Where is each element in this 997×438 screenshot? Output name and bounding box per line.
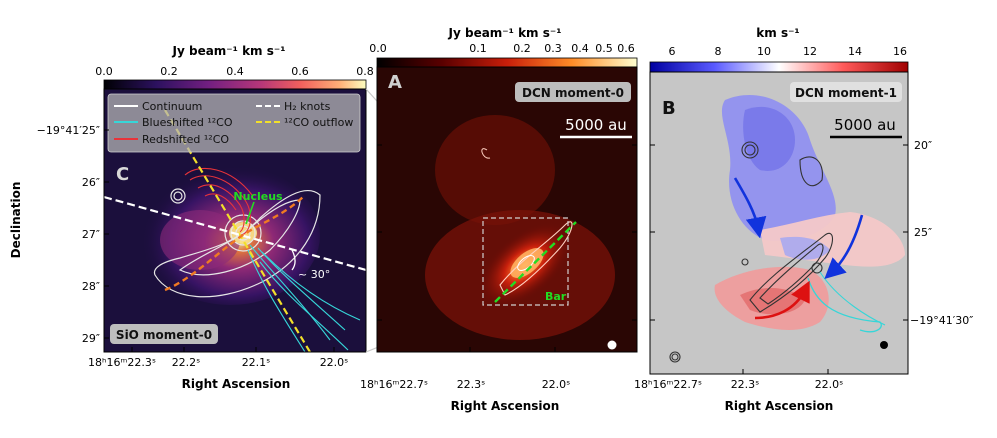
panel-b-xlabel: Right Ascension: [725, 399, 834, 413]
panel-b-cbar-tick-1: 8: [715, 45, 722, 58]
panel-a-cbar-tick-4: 0.4: [571, 42, 589, 55]
panel-c-xtick-0: 18ʰ16ᵐ22.3ˢ: [88, 356, 156, 369]
panel-a-scalebar-label: 5000 au: [565, 116, 627, 134]
panel-b-contours: [669, 141, 834, 363]
panel-c-cbar-tick-4: 0.8: [356, 65, 374, 78]
panel-c-badge-text: SiO moment-0: [116, 328, 212, 342]
panel-b-badge: [790, 82, 902, 102]
panel-b-cbar-tick-5: 16: [893, 45, 907, 58]
panel-a-badge-text: DCN moment-0: [522, 86, 624, 100]
sio-ridge: [164, 194, 306, 292]
panel-a-letter: A: [388, 72, 402, 93]
nucleus-label: Nucleus: [233, 190, 283, 203]
panel-b-xtick-2: 22.0ˢ: [815, 378, 844, 391]
legend-redshifted: Redshifted ¹²CO: [142, 133, 229, 146]
legend-blueshifted: Blueshifted ¹²CO: [142, 116, 233, 129]
h2-knots-axis: [104, 195, 366, 272]
panel-c-cbar-tick-2: 0.4: [226, 65, 244, 78]
panel-b-badge-text: DCN moment-1: [795, 86, 897, 100]
panel-b-xtick-0: 18ʰ16ᵐ22.7ˢ: [634, 378, 702, 391]
panel-b-cbar-tick-0: 6: [669, 45, 676, 58]
panel-a-beam: [607, 340, 617, 350]
panel-c-xlabel: Right Ascension: [182, 377, 291, 391]
panel-c-cbar-tick-3: 0.6: [291, 65, 309, 78]
panel-c-cbar-tick-0: 0.0: [95, 65, 113, 78]
panel-b-colorbar-label: km s⁻¹: [756, 26, 799, 40]
panel-a-bar-line: [494, 221, 577, 303]
panel-a-xlabel: Right Ascension: [451, 399, 560, 413]
panel-b-scalebar-label: 5000 au: [834, 116, 896, 134]
panel-c-xtick-3: 22.0ˢ: [320, 356, 349, 369]
panel-a-xtick-0: 18ʰ16ᵐ22.7ˢ: [360, 378, 428, 391]
panel-c-ytick-0: −19°41′25″: [37, 124, 100, 137]
panel-b-colorbar: [649, 61, 909, 73]
blueshifted-contours: [247, 244, 361, 352]
legend-outflow: ¹²CO outflow: [284, 116, 353, 129]
panel-a-badge: [515, 82, 631, 102]
panel-a-cbar-tick-6: 0.6: [617, 42, 635, 55]
panel-b-letter: B: [662, 98, 676, 119]
legend-continuum: Continuum: [142, 100, 202, 113]
legend-h2-knots: H₂ knots: [284, 100, 331, 113]
nucleus-arrow: [245, 201, 255, 225]
panel-a: Jy beam⁻¹ km s⁻¹ 0.0 0.1 0.2 0.3 0.4 0.5…: [360, 26, 638, 413]
angle-label: ~ 30°: [298, 268, 330, 281]
panel-b-cbar-tick-4: 14: [848, 45, 862, 58]
panel-c: Jy beam⁻¹ km s⁻¹ 0.0 0.2 0.4 0.6 0.8: [9, 44, 374, 391]
panel-b-ytick-0: 20″: [914, 139, 932, 152]
panel-b-blue-arrow-right: [824, 214, 864, 280]
panel-a-xtick-2: 22.0ˢ: [542, 378, 571, 391]
panel-b-ytick-1: 25″: [914, 226, 932, 239]
panel-a-colorbar-label: Jy beam⁻¹ km s⁻¹: [448, 26, 562, 40]
panel-b-ytick-2: −19°41′30″: [910, 314, 973, 327]
panel-c-ylabel: Declination: [9, 182, 23, 259]
redshifted-contours: [184, 167, 253, 236]
panel-c-ytick-4: 29″: [82, 332, 100, 345]
panel-b-cbar-tick-3: 12: [803, 45, 817, 58]
panel-b-beam: [880, 341, 888, 349]
panel-a-bar-label: Bar: [545, 290, 567, 303]
panel-c-ytick-2: 27″: [82, 228, 100, 241]
panel-a-cbar-tick-0: 0.0: [369, 42, 387, 55]
panel-a-cbar-tick-5: 0.5: [595, 42, 613, 55]
panel-c-cbar-tick-1: 0.2: [160, 65, 178, 78]
panel-a-cbar-tick-1: 0.1: [469, 42, 487, 55]
panel-b-cbar-tick-2: 10: [757, 45, 771, 58]
panel-c-ytick-1: 26″: [82, 176, 100, 189]
panel-c-letter: C: [116, 164, 129, 185]
panel-c-xtick-1: 22.2ˢ: [172, 356, 201, 369]
panel-b: km s⁻¹ 6 8 10 12 14 16: [634, 26, 973, 413]
panel-c-colorbar-label: Jy beam⁻¹ km s⁻¹: [172, 44, 286, 58]
panel-a-cbar-tick-3: 0.3: [544, 42, 562, 55]
angle-arc: [291, 249, 296, 271]
panel-c-colorbar: [103, 79, 367, 90]
panel-c-badge: [110, 324, 218, 344]
panel-c-xtick-2: 22.1ˢ: [242, 356, 271, 369]
panel-a-xtick-1: 22.3ˢ: [457, 378, 486, 391]
panel-b-xtick-1: 22.3ˢ: [731, 378, 760, 391]
panel-a-colorbar: [376, 57, 638, 68]
panel-b-blue-arrow-left: [733, 177, 767, 239]
panel-a-zoom-box: [482, 217, 569, 306]
panel-a-cbar-tick-2: 0.2: [513, 42, 531, 55]
panel-c-legend: Continuum Blueshifted ¹²CO Redshifted ¹²…: [107, 93, 361, 153]
panel-c-ytick-3: 28″: [82, 280, 100, 293]
panel-b-red-arrow: [754, 280, 810, 320]
